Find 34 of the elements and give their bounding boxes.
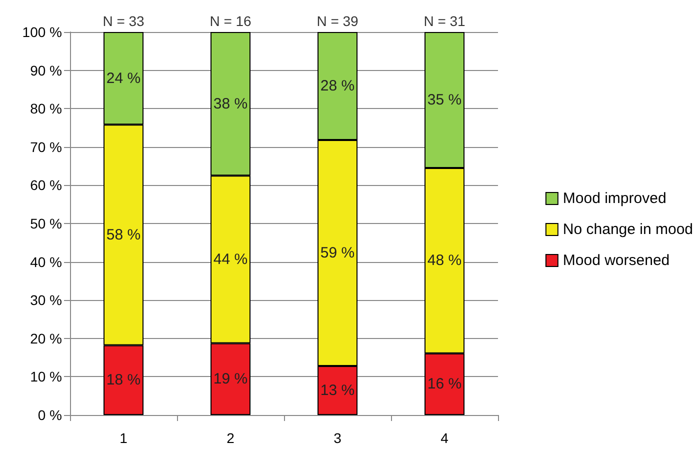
y-tick-label: 100 % [22,24,62,40]
data-label: 35 % [427,91,462,108]
y-tick-label: 10 % [30,368,62,385]
y-tick-label: 20 % [30,330,62,346]
data-label: 24 % [106,70,141,87]
data-label: 19 % [213,370,248,388]
x-tick-label: 3 [334,430,342,446]
data-label: 38 % [213,95,248,112]
data-label: 16 % [427,376,462,393]
x-tick-label: 4 [440,430,449,446]
annotation: N = 33 [102,13,145,29]
data-label: 44 % [213,250,248,268]
data-label: 58 % [106,226,141,244]
y-tick-label: 50 % [30,216,62,232]
data-label: 13 % [320,382,355,399]
y-tick-label: 40 % [30,254,62,270]
legend-label: Mood worsened [562,252,670,269]
y-tick-label: 30 % [30,292,62,308]
data-label: 48 % [427,252,462,270]
data-label: 59 % [320,244,355,262]
annotation: N = 16 [210,13,252,29]
x-tick-label: 1 [120,430,128,446]
y-tick-label: 90 % [30,62,62,78]
legend-label: No change in mood [562,221,694,238]
annotation: N = 39 [316,13,359,29]
y-tick-label: 60 % [30,177,62,194]
legend-label: Mood improved [562,190,666,207]
x-tick-label: 2 [226,430,235,446]
y-tick-label: 70 % [30,138,62,155]
annotation: N = 31 [424,13,466,29]
data-label: 18 % [106,372,141,389]
y-tick-label: 0 % [38,407,62,423]
y-tick-label: 80 % [30,100,62,117]
data-label: 28 % [320,78,355,95]
